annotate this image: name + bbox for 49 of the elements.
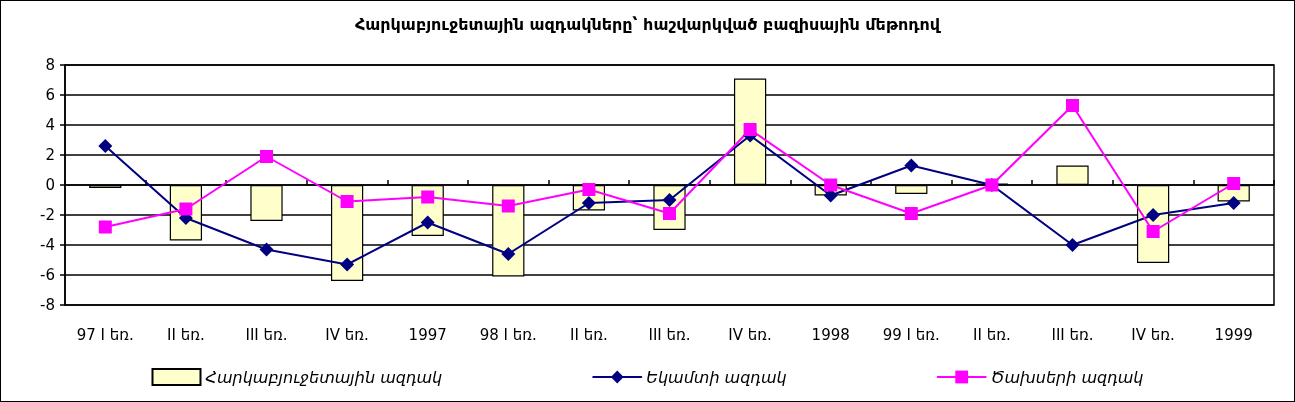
x-tick-label: IV եռ. — [325, 325, 369, 344]
y-tick-label: -6 — [40, 266, 55, 284]
legend-label: Հարկաբյուջետային ազդակ — [205, 367, 443, 387]
point — [582, 183, 596, 196]
x-tick-label: II եռ. — [973, 325, 1011, 344]
x-tick-label: 1999 — [1214, 325, 1253, 344]
point — [1146, 225, 1160, 238]
legend-label: Եկամտի ազդակ — [646, 367, 787, 387]
x-tick-label: III եռ. — [245, 325, 288, 344]
x-tick-label: II եռ. — [570, 325, 608, 344]
x-tick-label: II եռ. — [167, 325, 205, 344]
y-tick-label: -2 — [40, 206, 55, 224]
point — [420, 215, 435, 230]
x-tick-label: III եռ. — [648, 325, 691, 344]
x-tick-label: 99 I եռ. — [882, 325, 940, 344]
y-tick-label: -8 — [40, 296, 55, 314]
y-tick-label: 0 — [45, 176, 55, 194]
point — [340, 195, 354, 208]
point — [421, 190, 435, 204]
point — [259, 242, 274, 257]
x-tick-label: 1998 — [811, 325, 850, 344]
y-tick-label: 4 — [45, 116, 55, 134]
point — [1227, 177, 1241, 190]
y-tick-label: -4 — [40, 236, 55, 254]
x-tick-label: IV եռ. — [1131, 325, 1175, 344]
y-tick-label: 2 — [45, 146, 55, 164]
x-tick-label: 97 I եռ. — [76, 325, 134, 344]
point — [98, 220, 112, 234]
point — [340, 257, 355, 272]
x-tick-label: III եռ. — [1051, 325, 1094, 344]
legend-label: Ծախսերի ազդակ — [990, 367, 1144, 387]
point — [904, 207, 918, 220]
x-tick-label: 1997 — [408, 325, 447, 344]
point — [743, 123, 757, 136]
x-tick-label: 98 I եռ. — [479, 325, 537, 344]
point — [1146, 208, 1161, 222]
point — [260, 150, 273, 163]
x-tick-label: IV եռ. — [728, 325, 772, 344]
y-tick-label: 6 — [45, 86, 55, 104]
point — [1066, 99, 1079, 112]
point — [1065, 238, 1080, 252]
point — [501, 247, 516, 261]
y-tick-label: 8 — [45, 56, 55, 74]
point — [501, 199, 515, 213]
point — [904, 158, 919, 173]
chart-title: Հարկաբյուջետային ազդակները՝ հաշվարկված բազիսային մեթոդով — [354, 14, 942, 34]
point — [824, 178, 838, 192]
point — [1226, 196, 1241, 210]
point — [98, 139, 113, 153]
